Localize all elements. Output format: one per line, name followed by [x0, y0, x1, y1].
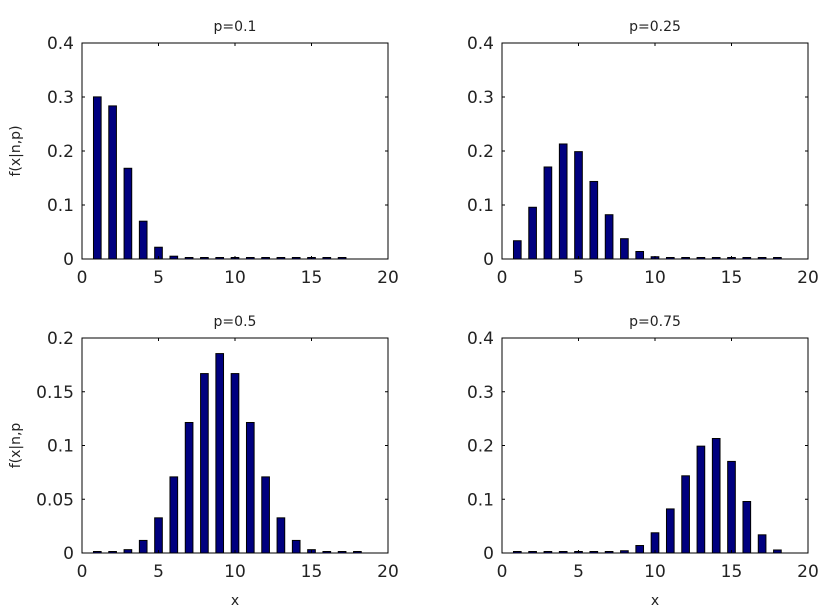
- bar: [604, 214, 614, 260]
- y-tick-label: 0.05: [36, 490, 74, 510]
- x-tick-label: 0: [497, 562, 508, 582]
- bar: [543, 166, 553, 260]
- bar: [727, 460, 736, 554]
- bar: [291, 539, 301, 554]
- bar: [528, 206, 537, 260]
- y-tick-label: 0.4: [47, 34, 74, 54]
- bar: [123, 167, 133, 260]
- y-tick-label: 0.1: [467, 196, 494, 216]
- y-tick-label: 0.4: [467, 329, 494, 349]
- bar: [574, 151, 583, 260]
- bar: [138, 539, 148, 554]
- x-tick-label: 0: [497, 268, 508, 288]
- bar: [558, 143, 568, 260]
- bar: [650, 532, 660, 554]
- y-tick-label: 0.3: [47, 88, 74, 108]
- subplot-2: 0 5 10 15 20 0 0.1 0.2 0.3 0.4 p=0.25: [467, 19, 819, 288]
- bar: [184, 421, 194, 554]
- bar: [245, 421, 255, 554]
- x-tick-label: 15: [721, 268, 743, 288]
- bar: [757, 534, 767, 554]
- x-tick-label: 0: [77, 562, 88, 582]
- y-tick-label: 0.1: [467, 490, 494, 510]
- y-tick-label: 0.2: [47, 142, 74, 162]
- x-tick-label: 5: [153, 562, 164, 582]
- subplot-1: 0 5 10 15 20 0 0.1 0.2 0.3 0.4 p=0.1 f(x|n,p): [8, 19, 399, 288]
- bar: [154, 517, 163, 554]
- y-tick-label: 0.4: [467, 34, 494, 54]
- x-tick-label: 20: [377, 268, 399, 288]
- subplot-title: p=0.25: [629, 19, 681, 35]
- bar: [108, 105, 117, 260]
- bar: [138, 220, 148, 260]
- bar: [215, 353, 225, 554]
- y-tick-label: 0.1: [47, 437, 74, 457]
- axes-box: [501, 337, 809, 554]
- bar: [261, 476, 270, 554]
- y-tick-label: 0.2: [47, 329, 74, 349]
- y-tick-label: 0.3: [467, 383, 494, 403]
- y-tick-label: 0: [483, 250, 494, 270]
- y-tick-label: 0: [63, 544, 74, 564]
- x-tick-label: 10: [644, 562, 666, 582]
- y-tick-label: 0: [483, 544, 494, 564]
- bar: [512, 240, 522, 260]
- y-tick-label: 0.2: [467, 142, 494, 162]
- bar: [230, 373, 240, 554]
- x-tick-label: 20: [377, 562, 399, 582]
- x-tick-label: 20: [797, 562, 819, 582]
- x-axis-label: x: [651, 593, 659, 609]
- x-tick-label: 10: [644, 268, 666, 288]
- bar: [589, 180, 599, 260]
- x-tick-label: 10: [224, 268, 246, 288]
- bar: [681, 475, 690, 554]
- y-axis-label: f(x|n,p: [8, 423, 24, 469]
- x-tick-label: 0: [77, 268, 88, 288]
- bar: [620, 238, 629, 260]
- x-axis-label: x: [231, 593, 239, 609]
- bar: [276, 517, 286, 554]
- x-tick-label: 15: [301, 268, 323, 288]
- x-tick-label: 20: [797, 268, 819, 288]
- y-tick-label: 0.2: [467, 437, 494, 457]
- bar: [92, 96, 102, 260]
- subplot-title: p=0.5: [214, 314, 257, 330]
- x-tick-label: 5: [573, 562, 584, 582]
- subplot-4: 0 5 10 15 20 0 0.1 0.2 0.3 0.4 p=0.75 x: [467, 314, 819, 609]
- bar: [665, 508, 675, 554]
- bar: [635, 250, 645, 260]
- subplot-title: p=0.1: [214, 19, 257, 35]
- x-tick-label: 5: [573, 268, 584, 288]
- x-tick-label: 10: [224, 562, 246, 582]
- x-tick-label: 15: [301, 562, 323, 582]
- y-tick-label: 0.1: [47, 196, 74, 216]
- bar: [200, 373, 209, 554]
- x-tick-label: 15: [721, 562, 743, 582]
- bar: [696, 445, 706, 554]
- y-tick-label: 0.3: [467, 88, 494, 108]
- bar: [169, 476, 179, 554]
- subplot-title: p=0.75: [629, 314, 681, 330]
- y-tick-label: 0: [63, 250, 74, 270]
- y-axis-label: f(x|n,p): [8, 125, 24, 176]
- bar: [742, 501, 752, 554]
- bar: [711, 438, 721, 554]
- subplot-3: 0 5 10 15 20 0 0.05 0.1 0.15 0.2 p=0.5 x f(x|n,p: [8, 314, 399, 609]
- x-tick-label: 5: [153, 268, 164, 288]
- y-tick-label: 0.15: [36, 383, 74, 403]
- bar: [635, 545, 645, 554]
